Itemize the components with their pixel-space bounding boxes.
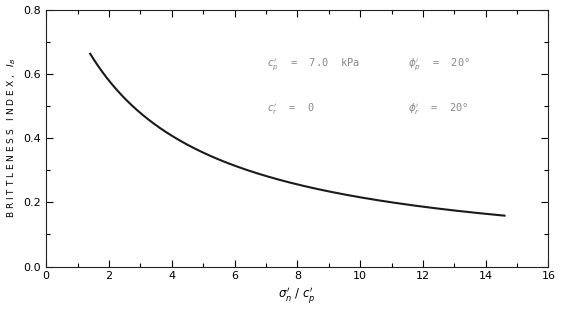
Text: $\phi_p^{\prime}$  =  20°: $\phi_p^{\prime}$ = 20° [408,56,470,72]
Text: $\phi_r^{\prime}$  =  20°: $\phi_r^{\prime}$ = 20° [408,102,468,118]
Text: $c_r^{\prime}$  =  0: $c_r^{\prime}$ = 0 [267,102,315,118]
Y-axis label: B R I T T L E N E S S   I N D E X ,   $I_B$: B R I T T L E N E S S I N D E X , $I_B$ [6,58,18,218]
X-axis label: $\sigma_n^{\prime}$ / $c_p^{\prime}$: $\sigma_n^{\prime}$ / $c_p^{\prime}$ [278,285,316,305]
Text: $c_p^{\prime}$  =  7.0  kPa: $c_p^{\prime}$ = 7.0 kPa [267,56,360,72]
